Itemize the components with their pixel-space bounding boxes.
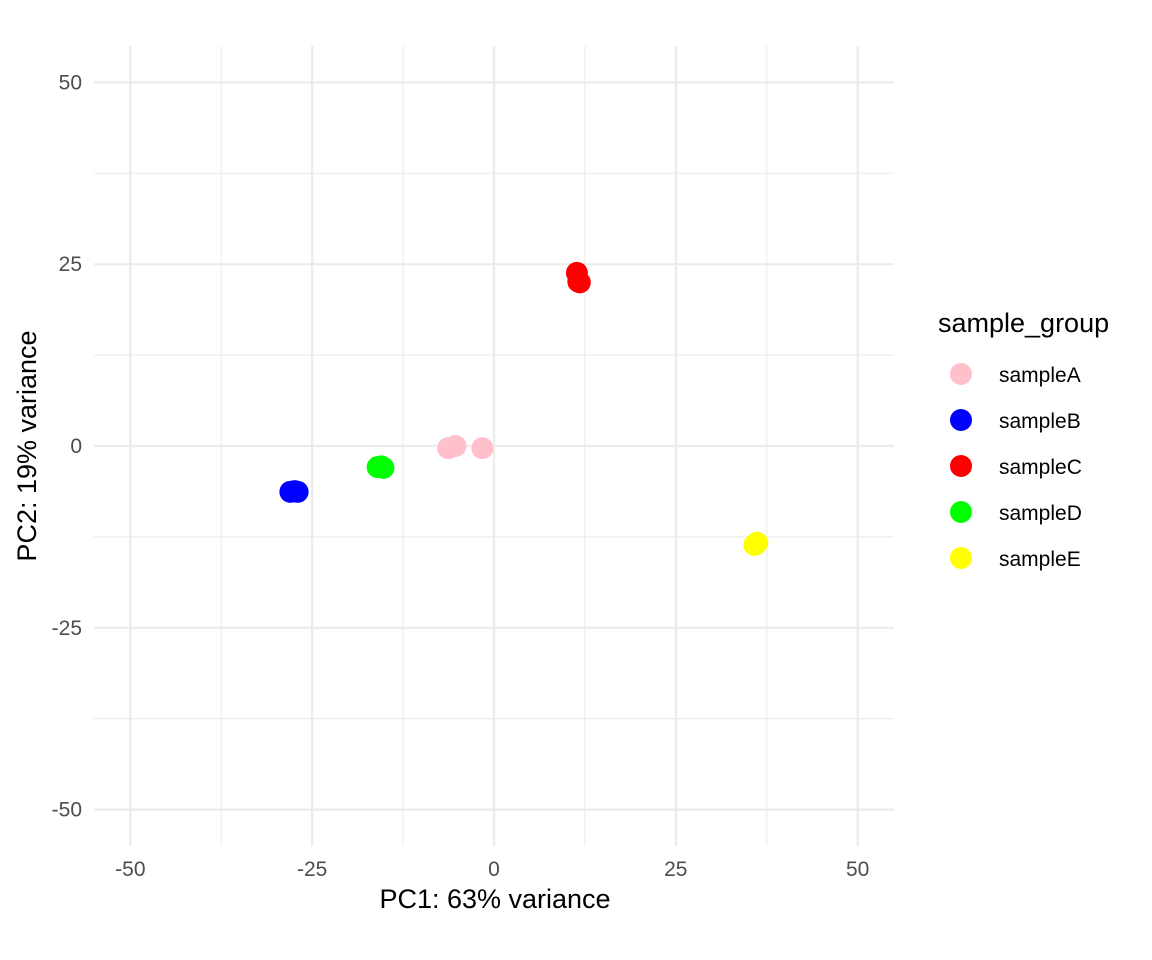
x-axis-title: PC1: 63% variance (379, 884, 610, 914)
legend-item-sampleA: sampleA (950, 363, 1081, 387)
y-tick-label: 0 (70, 435, 82, 458)
axis-ticks: -50 -25 0 25 50 -50 -25 0 25 50 (52, 71, 870, 881)
legend-swatch (950, 501, 972, 523)
series-sampleE (743, 531, 769, 556)
data-point (471, 437, 494, 460)
series-sampleB (279, 480, 309, 503)
legend-item-sampleC: sampleC (950, 455, 1082, 479)
y-tick-label: 50 (59, 71, 82, 94)
legend-label: sampleC (999, 456, 1082, 479)
legend-item-sampleB: sampleB (950, 409, 1081, 433)
series-sampleA (437, 435, 494, 460)
y-tick-label: -25 (52, 617, 82, 640)
x-tick-label: 25 (664, 858, 687, 881)
data-point (372, 456, 395, 479)
legend-item-sampleD: sampleD (950, 501, 1082, 525)
legend-title: sample_group (938, 308, 1109, 338)
legend-swatch (950, 409, 972, 431)
series-sampleD (366, 455, 395, 479)
x-tick-label: 50 (846, 858, 869, 881)
data-point (286, 480, 309, 503)
data-point (568, 271, 591, 294)
legend-label: sampleB (999, 410, 1081, 433)
legend-label: sampleA (999, 364, 1081, 387)
legend-swatch (950, 455, 972, 477)
data-point (744, 533, 767, 556)
legend: sample_group sampleA sampleB sampleC sample… (938, 308, 1109, 571)
x-tick-label: 0 (488, 858, 500, 881)
legend-swatch (950, 547, 972, 569)
x-tick-label: -25 (297, 858, 327, 881)
legend-item-sampleE: sampleE (950, 547, 1081, 571)
data-points (279, 261, 769, 556)
y-tick-label: 25 (59, 253, 82, 276)
legend-swatch (950, 363, 972, 385)
data-point (444, 435, 467, 457)
series-sampleC (565, 261, 591, 294)
legend-label: sampleD (999, 502, 1082, 525)
x-tick-label: -50 (115, 858, 145, 881)
legend-label: sampleE (999, 548, 1081, 571)
plot-grid (94, 46, 894, 846)
y-axis-title: PC2: 19% variance (12, 330, 42, 561)
y-tick-label: -50 (52, 799, 82, 822)
